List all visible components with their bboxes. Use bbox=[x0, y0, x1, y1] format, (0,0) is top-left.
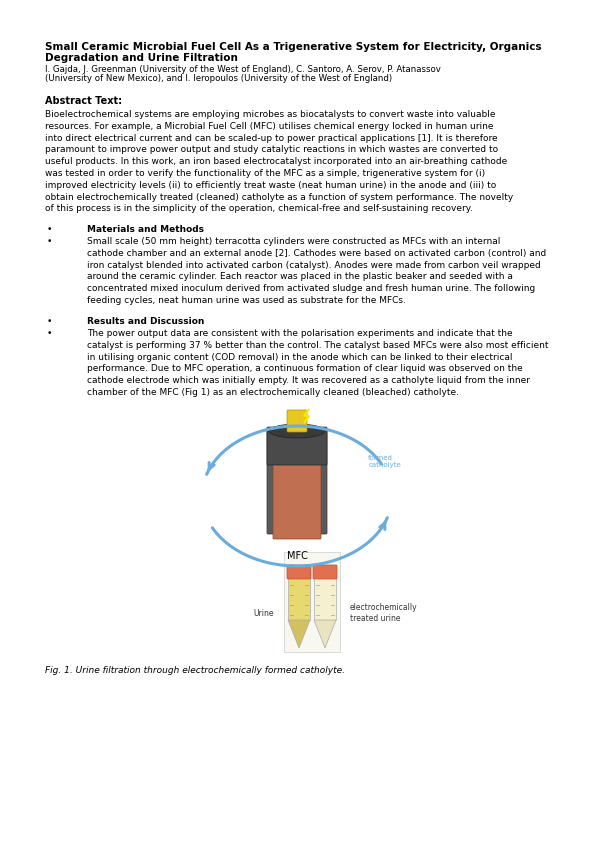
Text: Small scale (50 mm height) terracotta cylinders were constructed as MFCs with an: Small scale (50 mm height) terracotta cy… bbox=[87, 237, 546, 305]
FancyBboxPatch shape bbox=[287, 565, 311, 579]
Text: Abstract Text:: Abstract Text: bbox=[45, 96, 122, 106]
Text: •: • bbox=[47, 329, 52, 338]
Text: •: • bbox=[47, 237, 52, 246]
FancyBboxPatch shape bbox=[314, 568, 336, 620]
Text: MFC: MFC bbox=[287, 551, 308, 561]
Ellipse shape bbox=[269, 424, 325, 438]
FancyBboxPatch shape bbox=[267, 427, 327, 534]
Text: The power output data are consistent with the polarisation experiments and indic: The power output data are consistent wit… bbox=[87, 329, 549, 397]
Polygon shape bbox=[314, 620, 336, 648]
FancyBboxPatch shape bbox=[288, 568, 310, 620]
Text: Urine: Urine bbox=[253, 609, 274, 617]
Text: (University of New Mexico), and I. Ieropoulos (University of the West of England: (University of New Mexico), and I. Ierop… bbox=[45, 74, 392, 83]
Text: electrochemically
treated urine: electrochemically treated urine bbox=[350, 604, 418, 623]
FancyBboxPatch shape bbox=[313, 565, 337, 579]
Text: Materials and Methods: Materials and Methods bbox=[87, 225, 204, 234]
Text: formed
catholyte: formed catholyte bbox=[368, 455, 401, 467]
Text: Fig. 1. Urine filtration through electrochemically formed catholyte.: Fig. 1. Urine filtration through electro… bbox=[45, 666, 345, 675]
Text: Small Ceramic Microbial Fuel Cell As a Trigenerative System for Electricity, Org: Small Ceramic Microbial Fuel Cell As a T… bbox=[45, 42, 541, 52]
Text: I. Gajda, J. Greenman (University of the West of England), C. Santoro, A. Serov,: I. Gajda, J. Greenman (University of the… bbox=[45, 65, 441, 74]
FancyBboxPatch shape bbox=[273, 427, 321, 539]
Text: Degradation and Urine Filtration: Degradation and Urine Filtration bbox=[45, 53, 238, 63]
Text: •: • bbox=[47, 225, 52, 234]
Bar bbox=[284, 552, 340, 652]
FancyBboxPatch shape bbox=[267, 428, 327, 465]
Text: Results and Discussion: Results and Discussion bbox=[87, 317, 204, 326]
Polygon shape bbox=[288, 620, 310, 648]
Text: Bioelectrochemical systems are employing microbes as biocatalysts to convert was: Bioelectrochemical systems are employing… bbox=[45, 110, 513, 213]
Text: •: • bbox=[47, 317, 52, 326]
FancyBboxPatch shape bbox=[287, 410, 307, 432]
